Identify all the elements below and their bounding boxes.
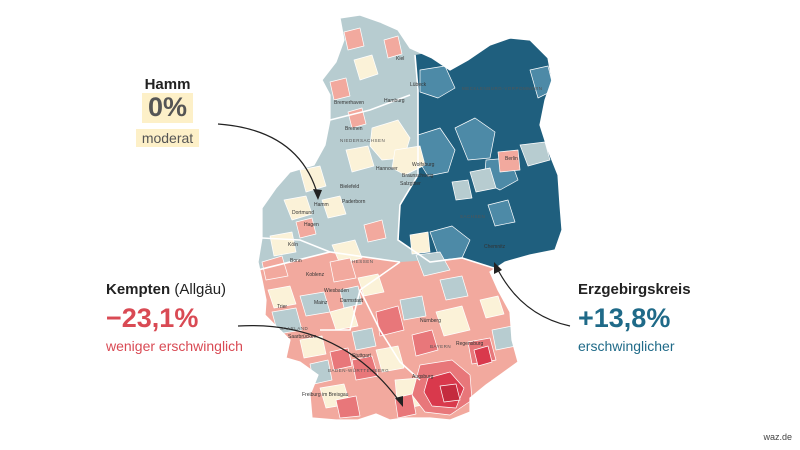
state-label: SACHSEN xyxy=(460,214,485,219)
city-label: Augsburg xyxy=(412,374,434,380)
city-label: Saarbrücken xyxy=(288,334,317,340)
city-label: Mainz xyxy=(314,300,328,306)
city-label: Kiel xyxy=(396,56,404,62)
hamm-arrowhead xyxy=(313,189,322,200)
state-label: HESSEN xyxy=(352,259,374,264)
city-label: Nürnberg xyxy=(420,318,441,324)
city-label: Freiburg im Breisgau xyxy=(302,392,349,398)
city-label: Bielefeld xyxy=(340,184,359,190)
city-label: Trier xyxy=(277,304,287,310)
erzgebirgskreis-name: Erzgebirgskreis xyxy=(578,281,691,298)
erzgebirgskreis-arrow xyxy=(495,265,571,327)
city-label: Berlin xyxy=(505,156,518,162)
city-label: Hannover xyxy=(376,166,398,172)
kempten-name: Kempten xyxy=(106,281,171,298)
hamm-callout: Hamm 0% moderat xyxy=(120,76,215,148)
city-label: Stuttgart xyxy=(352,353,372,359)
erzgebirgskreis-value: +13,8% xyxy=(578,303,671,333)
state-label: MECKLENBURG-VORPOMMERN xyxy=(462,86,543,91)
state-label: SAARLAND xyxy=(280,326,309,331)
kempten-value: −23,1% xyxy=(106,303,199,333)
city-label: Bonn xyxy=(290,258,302,264)
city-label: Salzgitter xyxy=(400,181,421,187)
kempten-name-suffix: (Allgäu) xyxy=(174,281,227,298)
hamm-arrow xyxy=(217,123,319,197)
source-credit: waz.de xyxy=(763,432,792,442)
kempten-arrow xyxy=(237,324,401,403)
hamm-value: 0% xyxy=(141,92,194,123)
kempten-name-line: Kempten (Allgäu) xyxy=(106,281,243,298)
kempten-label: weniger erschwinglich xyxy=(106,337,243,354)
kempten-callout: Kempten (Allgäu) −23,1% weniger erschwin… xyxy=(106,281,243,354)
city-label: Paderborn xyxy=(342,199,366,205)
hamm-name: Hamm xyxy=(144,76,191,93)
state-label: BADEN-WÜRTTEMBERG xyxy=(328,367,389,373)
erzgebirgskreis-callout: Erzgebirgskreis +13,8% erschwinglicher xyxy=(578,281,691,354)
city-label: Köln xyxy=(288,242,298,248)
city-label: Hamburg xyxy=(384,98,405,104)
city-label: Dortmund xyxy=(292,210,314,216)
erzgebirgskreis-label: erschwinglicher xyxy=(578,337,675,354)
city-label: Bremerhaven xyxy=(334,100,364,106)
city-label: Regensburg xyxy=(456,341,483,347)
kempten-arrowhead xyxy=(395,396,403,407)
erzgebirgskreis-arrowhead xyxy=(494,262,502,274)
city-label: Chemnitz xyxy=(484,244,506,250)
city-label: Hagen xyxy=(304,222,319,228)
city-label: Wolfsburg xyxy=(412,162,435,168)
hamm-label: moderat xyxy=(135,128,200,147)
city-label: Wiesbaden xyxy=(324,288,349,294)
city-label: Darmstadt xyxy=(340,298,364,304)
city-label: Braunschweig xyxy=(402,173,434,179)
city-label: Bremen xyxy=(345,126,363,132)
state-label: BAYERN xyxy=(430,344,451,349)
city-label: Koblenz xyxy=(306,272,325,278)
city-label: Hamm xyxy=(314,202,329,208)
state-label: NIEDERSACHSEN xyxy=(340,138,385,143)
city-label: Lübeck xyxy=(410,82,427,88)
